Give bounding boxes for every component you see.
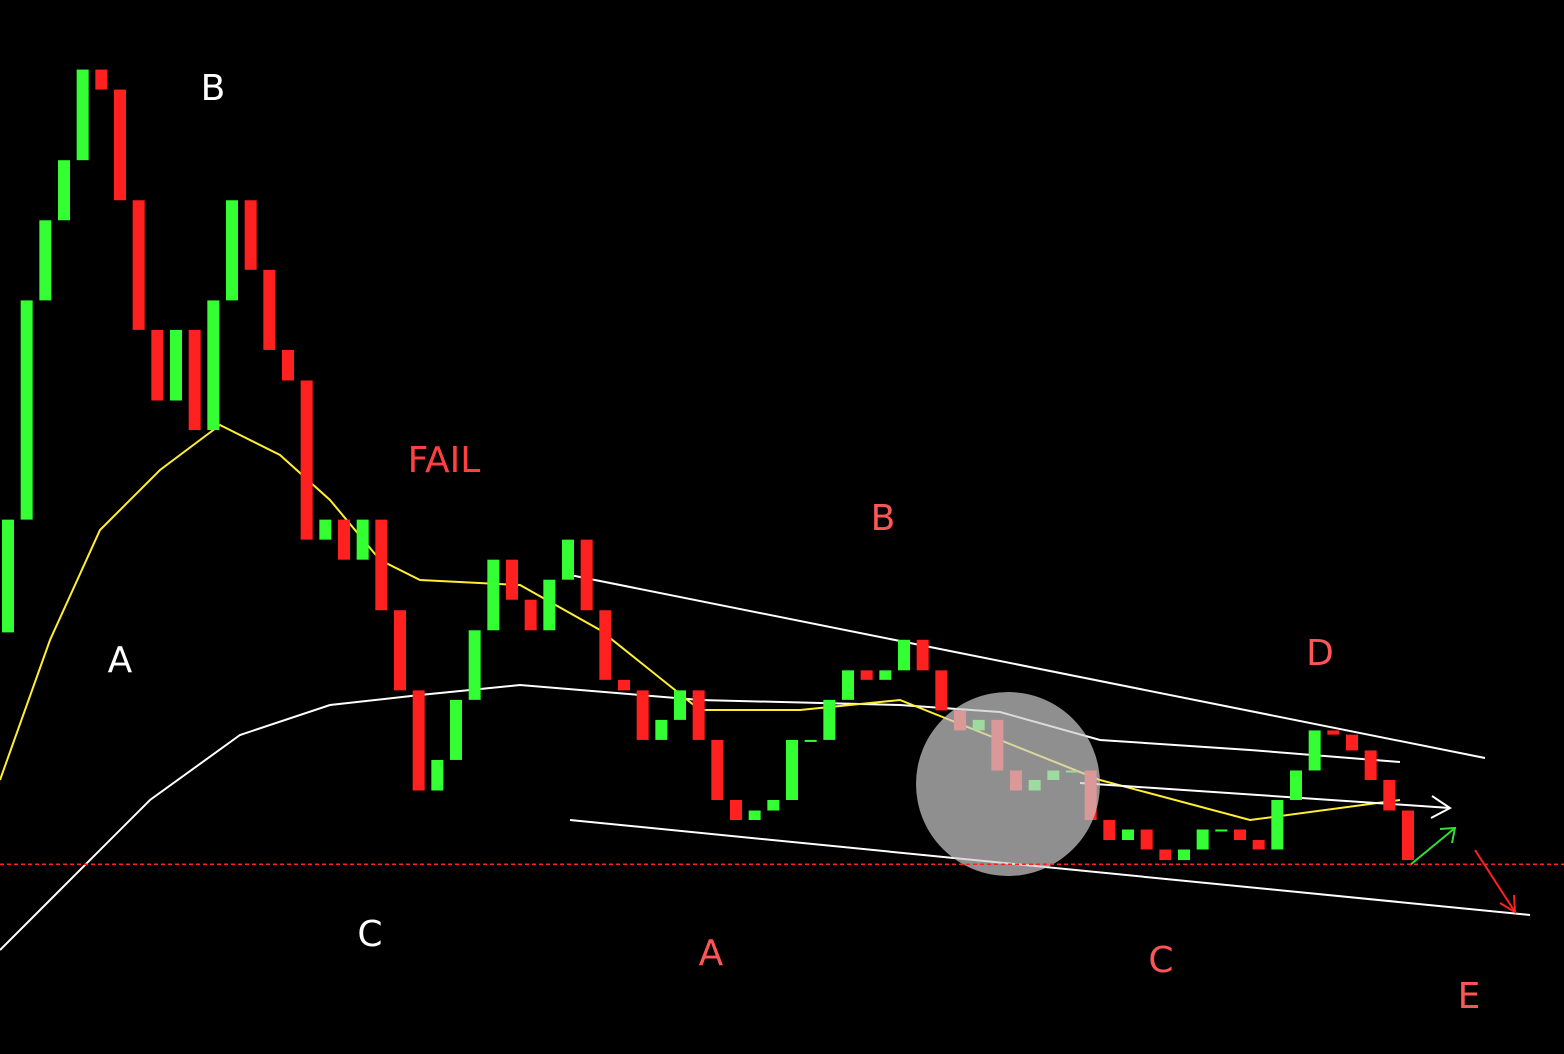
candle-body: [1140, 829, 1153, 850]
candle-body: [692, 690, 705, 740]
candle-body: [170, 329, 182, 401]
candle-body: [95, 69, 108, 90]
candle-body: [375, 519, 388, 611]
candle-body: [132, 200, 145, 330]
candle-body: [1383, 779, 1396, 811]
candle-body: [1159, 849, 1172, 861]
arrow: [1474, 849, 1517, 914]
candle-body: [487, 559, 500, 631]
candle-body: [450, 699, 462, 760]
candle-body: [1290, 770, 1302, 800]
candle-body: [524, 599, 537, 631]
candle-body: [1215, 829, 1228, 832]
candle-body: [151, 329, 164, 401]
candle-body: [412, 690, 425, 791]
candle-body: [804, 739, 817, 742]
candle-body: [618, 679, 630, 691]
candle-body: [748, 810, 761, 821]
candle-body: [898, 639, 910, 671]
annotation: B: [871, 498, 896, 539]
candle-body: [207, 300, 220, 431]
candle-body: [823, 699, 836, 740]
annotations: B A C FAIL B A C D E: [108, 68, 1481, 1017]
candle-body: [114, 89, 126, 201]
candle-body: [786, 739, 798, 800]
candle-body: [1122, 829, 1134, 841]
candle-body: [730, 799, 742, 821]
annotation: C: [1148, 940, 1173, 981]
candle-body: [916, 639, 929, 671]
trend-line: [569, 819, 1531, 916]
trend-line: [569, 574, 1486, 759]
candle-body: [2, 519, 14, 633]
candle-body: [431, 759, 444, 791]
candle-body: [1178, 849, 1190, 861]
candle-body: [76, 69, 89, 161]
highlight-circle: [916, 692, 1100, 876]
candle-body: [1234, 829, 1246, 841]
annotation: B: [201, 68, 226, 109]
candle-body: [655, 719, 668, 740]
candle-body: [1103, 820, 1116, 841]
candle-body: [1308, 730, 1321, 771]
candle-body: [674, 690, 686, 720]
annotation: E: [1458, 976, 1481, 1017]
candle-body: [338, 519, 350, 560]
candle-body: [879, 670, 892, 680]
annotation: D: [1306, 633, 1334, 674]
candle-body: [599, 610, 612, 680]
candles: [2, 69, 1414, 861]
moving-average: [0, 683, 1401, 951]
annotation: C: [357, 914, 382, 955]
candle-body: [543, 579, 556, 631]
candle-body: [1346, 734, 1358, 751]
candle-body: [39, 220, 52, 301]
candle-body: [860, 670, 873, 680]
candle-body: [300, 380, 313, 540]
candle-body: [842, 670, 854, 700]
candle-body: [356, 519, 369, 560]
annotation: A: [699, 933, 724, 974]
candle-body: [1402, 810, 1414, 861]
candle-body: [1327, 730, 1340, 735]
candle-body: [636, 690, 649, 740]
candle-body: [226, 200, 238, 301]
candle-body: [468, 630, 481, 700]
arrow: [1409, 826, 1457, 866]
candle-body: [1364, 750, 1377, 780]
candle-body: [282, 349, 294, 381]
annotation: FAIL: [408, 440, 481, 481]
candle-body: [58, 160, 70, 221]
candle-body: [394, 610, 406, 691]
candle-body: [767, 799, 780, 811]
candle-body: [562, 539, 574, 580]
candle-body: [1271, 799, 1284, 850]
candle-body: [935, 670, 948, 711]
candle-body: [188, 329, 201, 431]
candle-body: [1252, 840, 1265, 850]
candle-body: [506, 559, 518, 600]
candle-body: [244, 200, 257, 270]
candle-body: [580, 539, 593, 611]
candle-body: [319, 519, 332, 540]
candle-body: [20, 300, 33, 520]
candle-body: [711, 739, 724, 800]
annotation: A: [108, 640, 133, 681]
candle-body: [263, 269, 276, 350]
candle-body: [1196, 829, 1209, 850]
